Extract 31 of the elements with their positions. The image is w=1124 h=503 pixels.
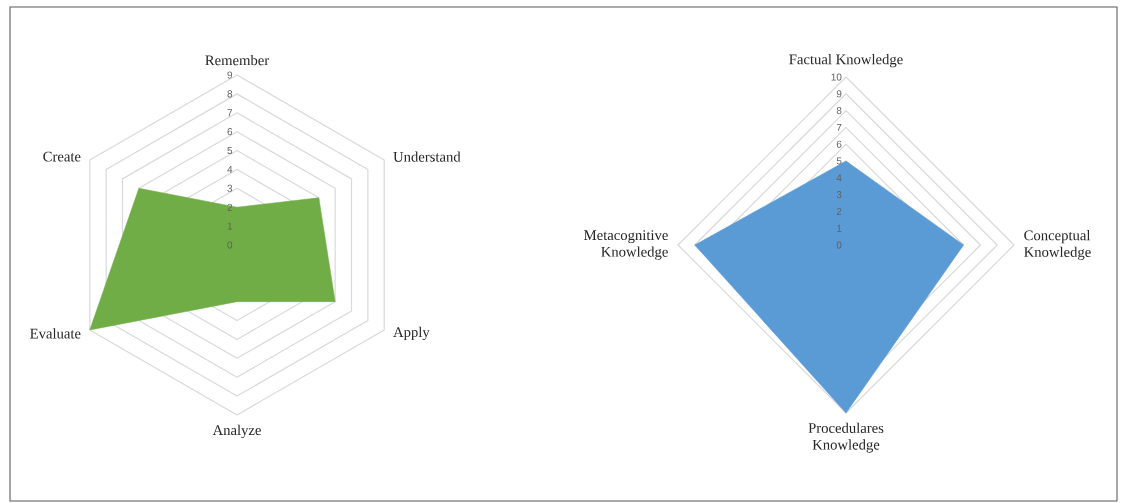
y-tick-label: 4 xyxy=(836,174,842,182)
y-tick-label: 6 xyxy=(836,140,842,148)
y-tick-label: 8 xyxy=(836,107,842,115)
spoke-label: Remember xyxy=(205,54,270,66)
spoke-label: Evaluate xyxy=(30,328,81,339)
spoke-label: Metacognitive Knowledge xyxy=(584,230,668,260)
y-tick-label: 7 xyxy=(836,123,842,131)
y-tick-label: 1 xyxy=(227,222,233,230)
spoke-label: Create xyxy=(43,151,81,162)
spoke-label: Analyze xyxy=(212,424,261,439)
y-tick-label: 10 xyxy=(831,73,842,81)
y-tick-label: 6 xyxy=(227,128,233,136)
y-tick-label: 5 xyxy=(836,157,842,165)
spoke-label: Understand xyxy=(393,151,461,162)
y-tick-label: 2 xyxy=(836,207,842,215)
y-tick-label: 3 xyxy=(227,184,233,192)
y-tick-label: 0 xyxy=(227,241,233,249)
y-tick-label: 0 xyxy=(836,241,842,249)
y-tick-label: 2 xyxy=(227,203,233,211)
y-tick-label: 7 xyxy=(227,109,233,117)
y-tick-label: 4 xyxy=(227,166,233,173)
y-tick-label: 8 xyxy=(227,90,233,98)
y-tick-label: 9 xyxy=(227,71,233,79)
y-tick-label: 3 xyxy=(836,191,842,199)
spoke-label: Factual Knowledge xyxy=(789,54,903,68)
y-tick-label: 1 xyxy=(837,224,842,232)
y-tick-label: 5 xyxy=(227,147,233,155)
spoke-label: Conceptual Knowledge xyxy=(1024,230,1091,260)
spoke-label: Procedulares Knowledge xyxy=(808,422,884,453)
spoke-label: Apply xyxy=(393,326,430,341)
y-tick-label: 9 xyxy=(836,90,842,98)
